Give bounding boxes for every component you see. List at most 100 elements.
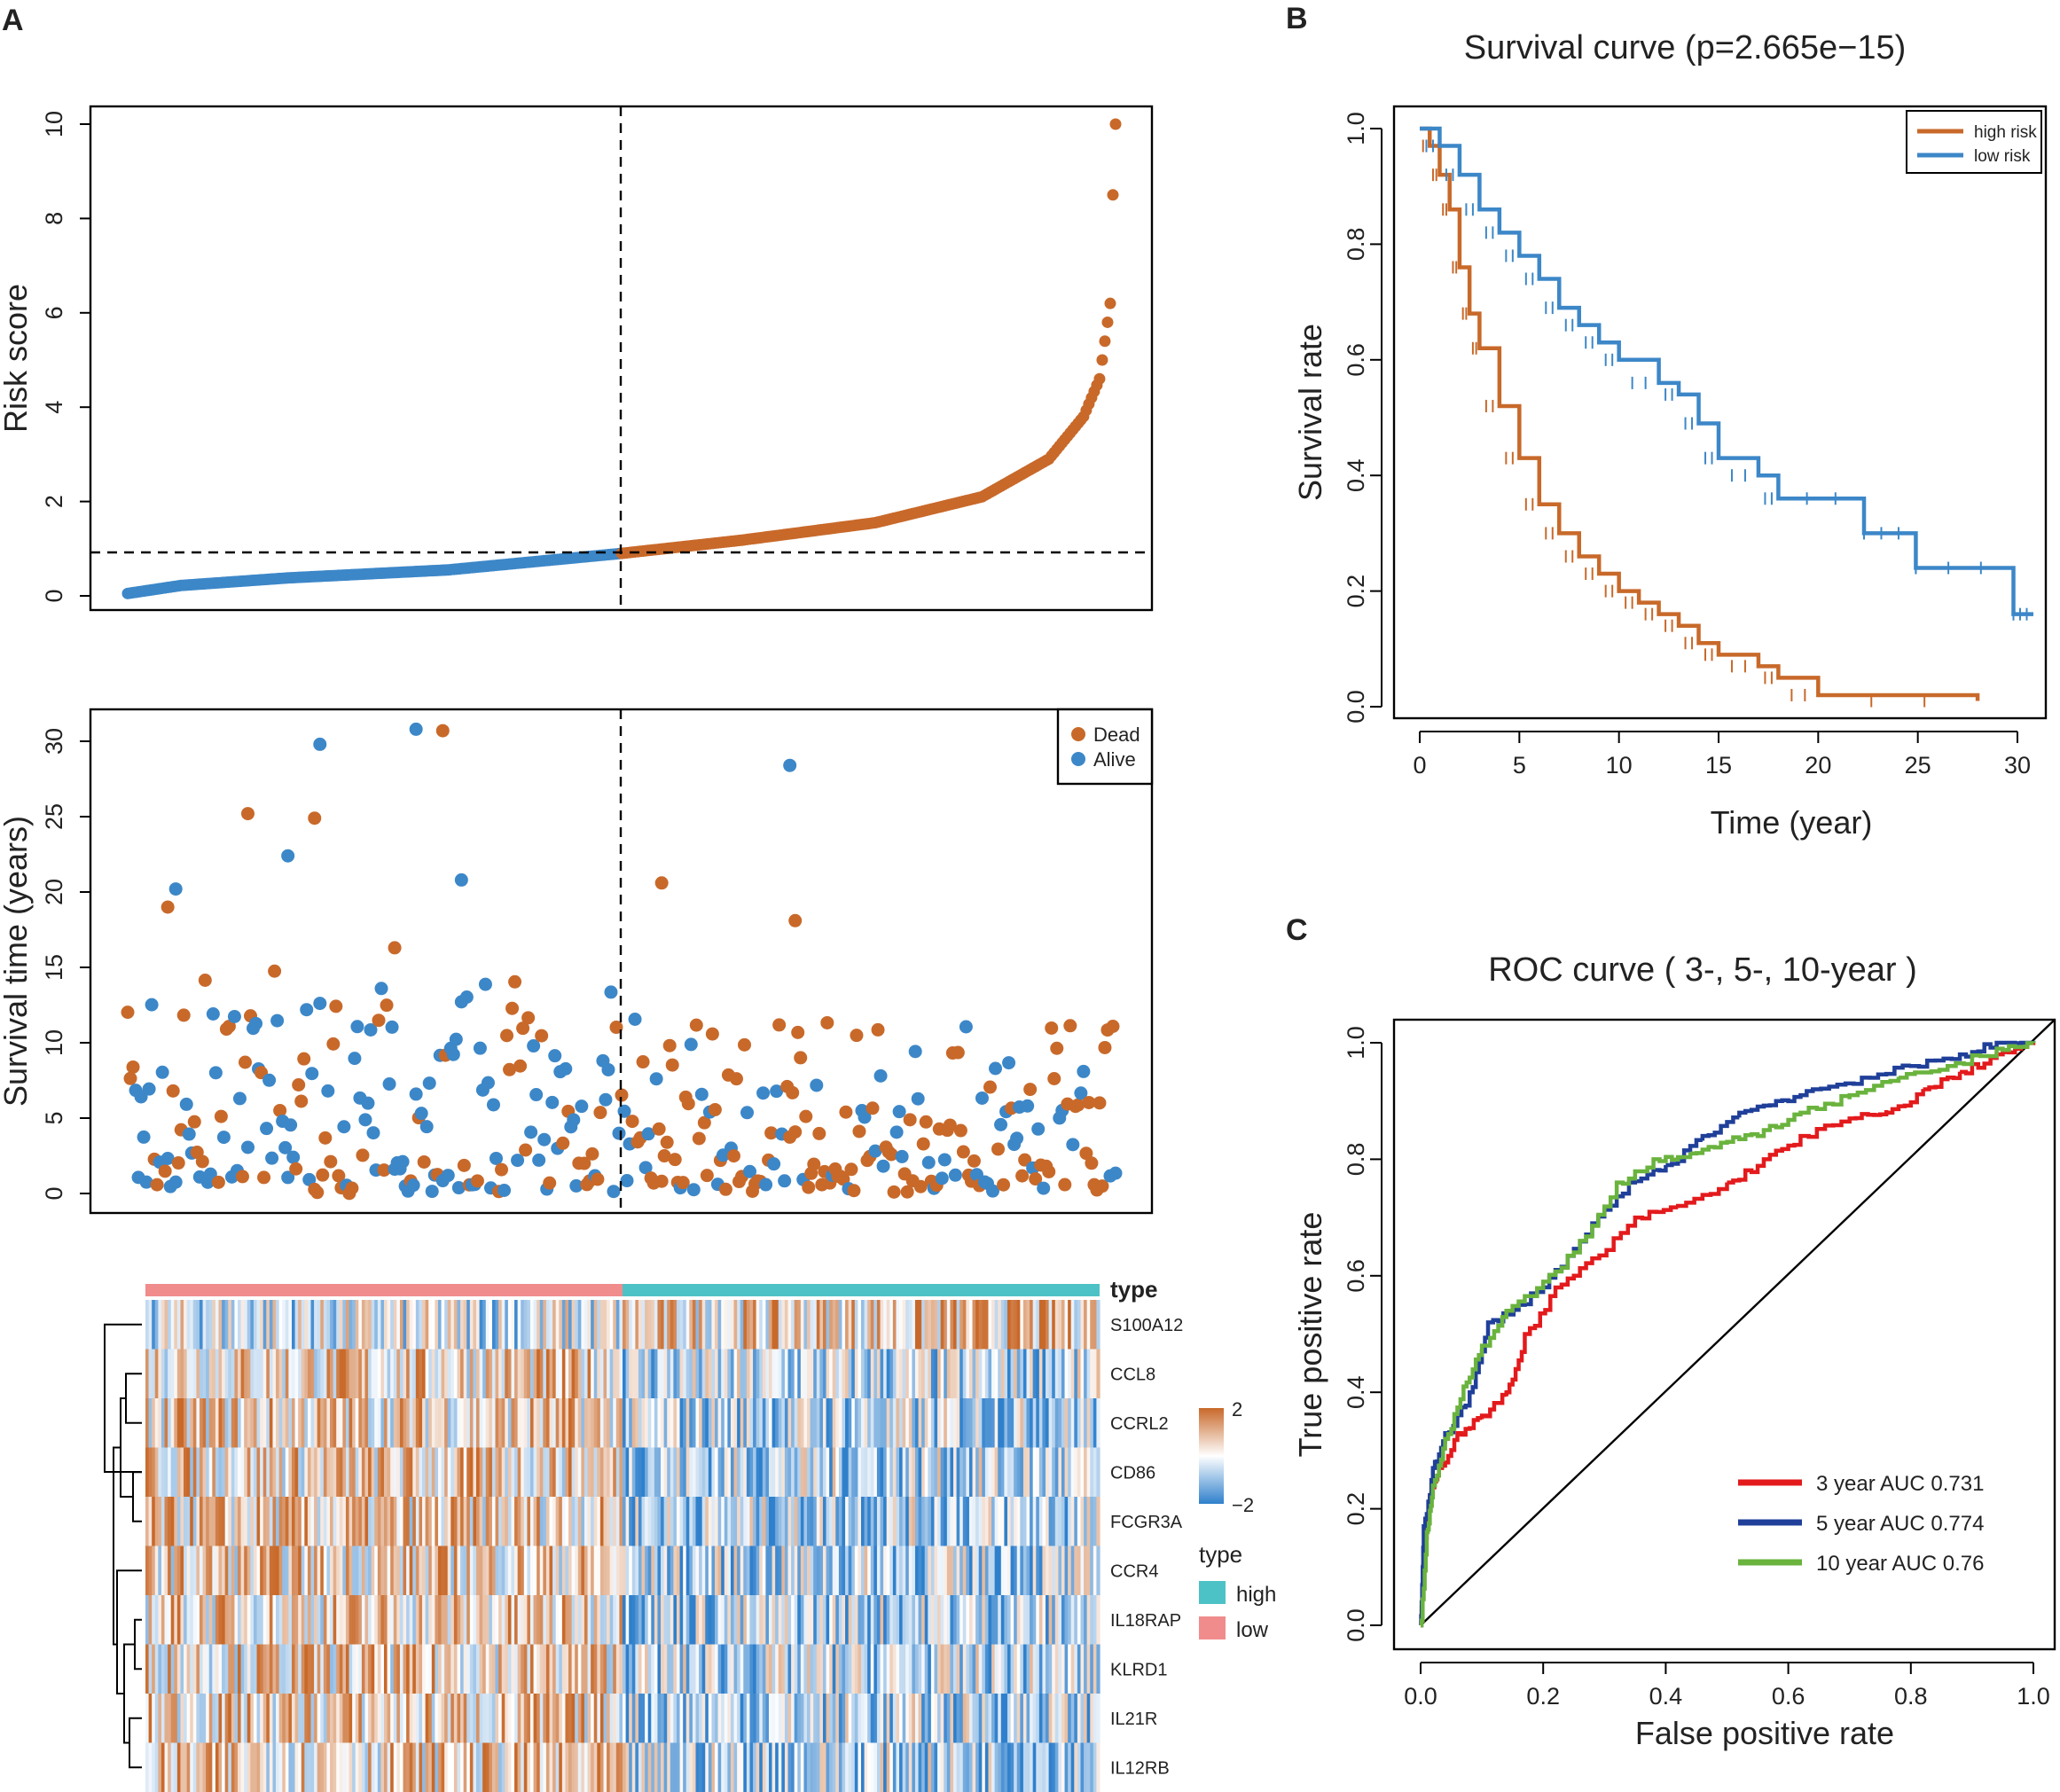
- heat-cell: [692, 1644, 697, 1694]
- heat-cell: [978, 1644, 983, 1694]
- heat-cell: [1038, 1546, 1044, 1596]
- heat-cell: [912, 1595, 916, 1645]
- heat-cell: [529, 1497, 535, 1546]
- heat-cell: [507, 1644, 513, 1694]
- heat-cell: [1036, 1546, 1040, 1596]
- heat-cell: [192, 1546, 197, 1596]
- heat-cell: [657, 1595, 662, 1645]
- heat-cell: [988, 1546, 992, 1596]
- heat-cell: [176, 1398, 182, 1448]
- heat-cell: [768, 1742, 773, 1792]
- heat-cell: [158, 1694, 162, 1743]
- heat-cell: [858, 1546, 862, 1596]
- risk-point: [1104, 297, 1116, 309]
- heat-cell: [647, 1742, 652, 1792]
- heat-cell: [571, 1694, 576, 1743]
- heat-cell: [864, 1546, 868, 1596]
- heat-cell: [184, 1398, 188, 1448]
- heat-cell: [507, 1300, 513, 1350]
- heat-cell: [250, 1398, 255, 1448]
- heat-cell: [1061, 1398, 1066, 1448]
- heat-cell: [307, 1742, 312, 1792]
- heat-cell: [1052, 1398, 1056, 1448]
- heat-cell: [991, 1497, 996, 1546]
- heat-cell: [491, 1349, 497, 1399]
- heat-cell: [950, 1742, 954, 1792]
- survival-point: [409, 722, 423, 736]
- heat-cell: [145, 1447, 150, 1498]
- heat-cell: [667, 1447, 671, 1498]
- survival-point: [948, 1168, 962, 1182]
- heat-cell: [651, 1595, 655, 1645]
- survival-point: [337, 1120, 351, 1134]
- heat-cell: [244, 1742, 248, 1792]
- heat-cell: [1086, 1349, 1091, 1399]
- heat-cell: [545, 1694, 551, 1743]
- heat-cell: [1036, 1497, 1040, 1546]
- heat-cell: [615, 1300, 621, 1350]
- heat-cell: [196, 1644, 200, 1694]
- heat-cell: [291, 1694, 296, 1743]
- heat-cell: [1030, 1595, 1034, 1645]
- heat-cell: [956, 1595, 960, 1645]
- survival-point: [844, 1162, 858, 1177]
- heat-cell: [968, 1447, 974, 1498]
- heat-cell: [384, 1398, 388, 1448]
- heat-cell: [498, 1398, 503, 1448]
- heat-cell: [1022, 1694, 1028, 1743]
- heat-cell: [784, 1398, 789, 1448]
- heat-cell: [781, 1546, 786, 1596]
- heat-cell: [631, 1497, 636, 1546]
- heat-cell: [896, 1742, 900, 1792]
- heat-cell: [447, 1398, 451, 1448]
- heat-cell: [288, 1644, 293, 1694]
- heat-cell: [721, 1447, 725, 1498]
- heat-cell: [651, 1546, 655, 1596]
- heat-cell: [1048, 1742, 1053, 1792]
- heat-cell: [1020, 1644, 1024, 1694]
- gene-label: CCRL2: [1110, 1414, 1169, 1434]
- heat-cell: [607, 1447, 611, 1498]
- survival-point: [858, 1110, 872, 1124]
- heat-cell: [310, 1447, 315, 1498]
- heat-cell: [908, 1644, 913, 1694]
- heat-cell: [753, 1644, 757, 1694]
- heat-cell: [307, 1644, 312, 1694]
- heat-cell: [892, 1546, 897, 1596]
- heat-cell: [581, 1349, 585, 1399]
- heat-cell: [667, 1398, 671, 1448]
- heat-cell: [326, 1447, 331, 1498]
- heat-cell: [396, 1349, 401, 1399]
- heat-cell: [670, 1546, 674, 1596]
- heat-cell: [218, 1398, 223, 1448]
- heat-cell: [323, 1694, 328, 1743]
- heat-cell: [587, 1595, 591, 1645]
- heat-cell: [575, 1644, 579, 1694]
- heat-cell: [390, 1595, 395, 1645]
- heat-cell: [924, 1349, 928, 1399]
- heat-cell: [190, 1546, 194, 1596]
- heat-cell: [266, 1497, 270, 1546]
- heat-cell: [170, 1644, 175, 1694]
- heat-cell: [984, 1447, 990, 1498]
- heat-cell: [174, 1300, 178, 1350]
- heat-cell: [1046, 1447, 1050, 1498]
- heat-cell: [1038, 1447, 1044, 1498]
- heat-cell: [870, 1349, 874, 1399]
- heat-cell: [946, 1447, 952, 1498]
- heat-cell: [266, 1398, 270, 1448]
- heat-cell: [390, 1644, 395, 1694]
- heat-cell: [228, 1694, 232, 1743]
- heat-cell: [380, 1300, 385, 1350]
- heat-cell: [692, 1742, 697, 1792]
- heat-cell: [422, 1546, 427, 1596]
- heat-cell: [320, 1595, 325, 1645]
- heat-cell: [597, 1349, 601, 1399]
- heat-cell: [749, 1300, 754, 1350]
- heat-cell: [679, 1742, 684, 1792]
- heat-cell: [453, 1398, 458, 1448]
- heat-cell: [623, 1694, 627, 1743]
- heat-cell: [460, 1742, 465, 1792]
- heat-cell: [368, 1300, 372, 1350]
- heat-cell: [607, 1300, 611, 1350]
